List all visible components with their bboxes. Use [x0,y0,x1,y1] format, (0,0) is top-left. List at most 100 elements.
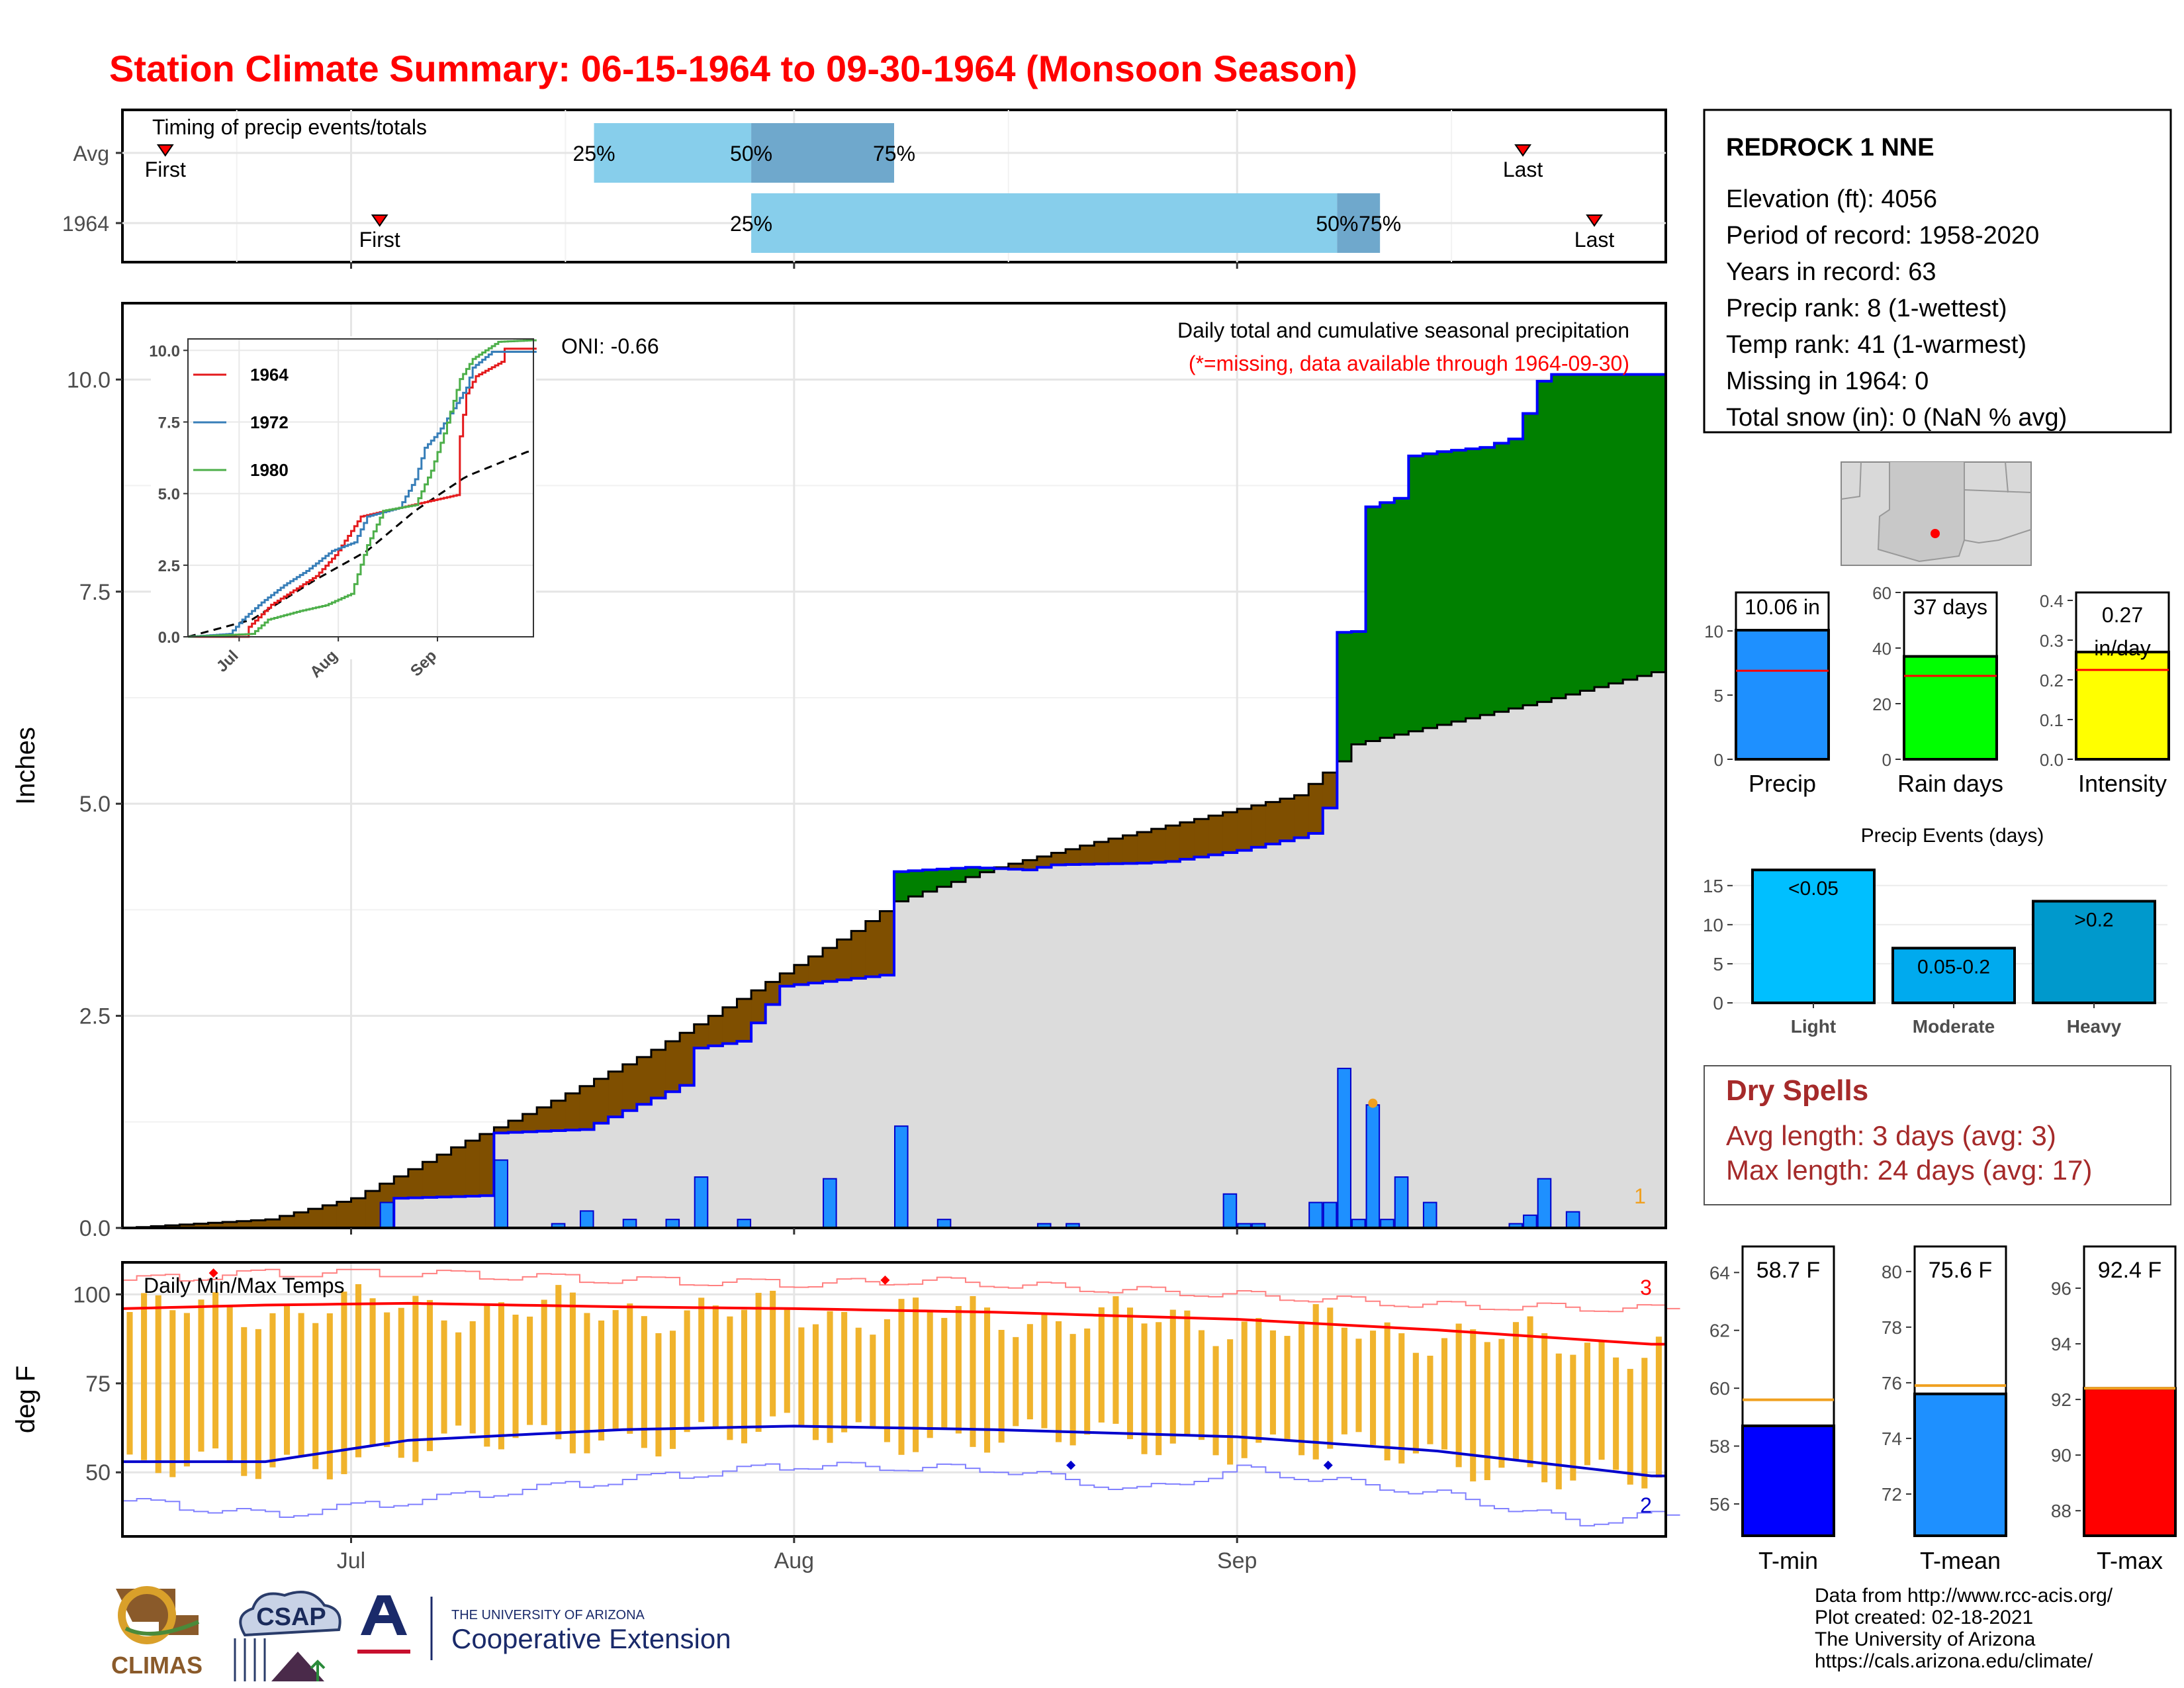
daily-temp-range-bar [527,1316,533,1425]
daily-temp-range-bar [669,1331,676,1449]
station-info-line: Precip rank: 8 (1-wettest) [1726,295,2007,322]
daily-temp-range-bar [1527,1316,1533,1468]
drought-area [351,1198,366,1228]
inset-legend-label: 1972 [250,412,289,432]
inset-y-tick-label: 2.5 [158,557,180,575]
drought-area [865,921,881,977]
daily-temp-range-bar [1641,1358,1648,1489]
daily-temp-range-bar [412,1295,419,1462]
precip-caption: Daily total and cumulative seasonal prec… [1177,318,1629,342]
footer: CLIMAS CSAP THE UNIVERSITY OF ARIZONA Co… [111,1585,2113,1681]
drought-area [794,964,809,985]
daily-temp-range-bar [812,1324,819,1440]
daily-temp-range-bar [398,1307,404,1458]
surplus-area [894,871,909,902]
drought-area [1237,808,1252,851]
summary-y-tick-label: 0.1 [2040,710,2064,730]
csap-logo: CSAP [234,1591,341,1681]
daily-temp-range-bar [1227,1339,1234,1465]
daily-temp-range-bar [1584,1342,1590,1466]
station-info-box: REDROCK 1 NNE Elevation (ft): 4056 Period… [1703,109,2172,434]
temp-summary-y-tick-label: 78 [1882,1317,1902,1338]
temp-summary-y-tick-label: 76 [1882,1373,1902,1393]
surplus-area [923,870,938,892]
daily-temp-range-bar [884,1319,890,1442]
daily-temp-range-bar [1498,1338,1505,1468]
daily-temp-range-bar [1341,1327,1347,1434]
timing-first-label: First [359,228,400,252]
daily-temp-range-bar [1013,1336,1019,1427]
surplus-area [1408,455,1424,731]
daily-temp-range-bar [512,1315,519,1438]
inset-normal-line [187,449,534,638]
daily-precip-bar [823,1178,837,1229]
daily-temp-range-bar [955,1305,962,1434]
daily-precip-bar [1565,1211,1580,1229]
daily-precip-bar [894,1125,909,1229]
summary-unit-intensity: in/day [2094,636,2150,660]
daily-precip-bar [1365,1104,1381,1229]
summary-y-tick-label: 0.0 [2040,750,2064,770]
daily-temp-range-bar [441,1320,447,1434]
summary-xlabel-precip: Precip [1749,770,1816,797]
temp-summary-y-tick-label: 72 [1882,1484,1902,1505]
surplus-area [1365,506,1381,741]
events-bar-label: 0.05-0.2 [1917,956,1990,978]
drought-area [422,1162,437,1197]
drought-area [222,1222,238,1228]
drought-area [193,1223,209,1228]
daily-temp-range-bar [770,1290,776,1417]
station-info-line: Years in record: 63 [1726,258,1936,286]
timing-row-label: Avg [73,142,109,165]
events-y-tick-label: 0 [1713,993,1723,1013]
daily-precip-bar [1322,1201,1338,1229]
station-info-line: Elevation (ft): 4056 [1726,185,1937,213]
timing-last-label: Last [1503,158,1543,181]
daily-temp-range-bar [855,1327,862,1423]
daily-temp-range-bar [655,1333,662,1457]
daily-temp-range-bar [1455,1323,1462,1468]
surplus-area [1337,632,1352,762]
daily-temp-range-bar [569,1292,576,1454]
y-tick-label: 10.0 [67,367,111,393]
drought-area [1066,849,1081,865]
drought-area [1079,845,1095,865]
surplus-area [979,868,995,872]
drought-area [1094,841,1109,865]
station-info-line: Period of record: 1958-2020 [1726,222,2039,250]
climas-logo: CLIMAS [111,1586,203,1679]
temp-x-tick-label: Sep [1217,1548,1257,1573]
record-min-marker [1323,1460,1333,1470]
temp-summary-y-tick-label: 80 [1882,1262,1902,1282]
daily-temp-range-bar [1484,1342,1490,1480]
temp-y-tick-label: 100 [73,1282,111,1307]
daily-temp-range-bar [941,1317,948,1429]
daily-temp-range-bar [469,1321,476,1434]
daily-temp-range-bar [627,1303,633,1434]
normal-max-line [122,1301,1666,1346]
drought-area [708,1015,723,1046]
surplus-area [1480,447,1495,716]
drought-area [1294,795,1309,838]
events-bar-light [1751,868,1876,1004]
daily-precip-bar [1337,1068,1351,1229]
daily-temp-range-bar [641,1316,647,1448]
timing-first-marker [156,144,174,157]
daily-temp-range-bar [1370,1331,1377,1445]
daily-temp-range-bar [898,1299,905,1455]
daily-precip-bar [1222,1193,1238,1229]
university-of-arizona-logo: THE UNIVERSITY OF ARIZONA Cooperative Ex… [357,1595,731,1660]
daily-temp-range-bar [1627,1368,1633,1485]
daily-temp-range-bar [1184,1310,1191,1435]
daily-precip-bar [1537,1178,1552,1229]
daily-temp-range-bar [1026,1324,1033,1420]
daily-temp-range-bar [384,1312,390,1447]
daily-temp-range-bar [727,1316,733,1440]
drought-area [322,1205,338,1228]
timing-bar-50-75 [1337,193,1381,253]
summary-y-tick-label: 0 [1714,750,1723,770]
csap-logo-text: CSAP [256,1603,326,1631]
daily-temp-range-bar [970,1295,976,1447]
surplus-area [1494,443,1510,712]
